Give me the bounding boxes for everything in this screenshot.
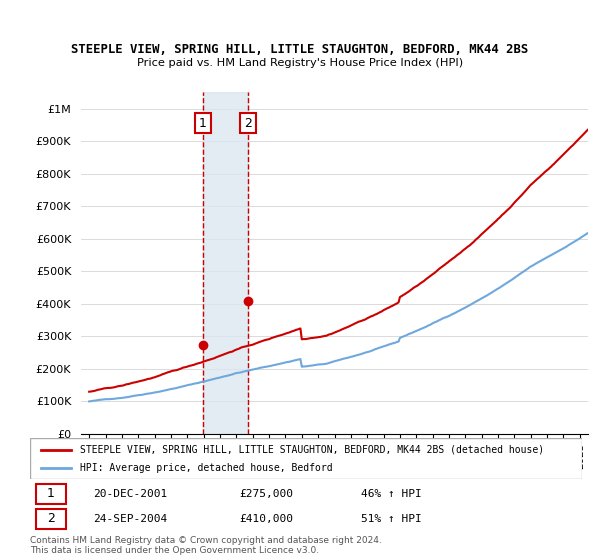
Text: 51% ↑ HPI: 51% ↑ HPI [361,514,422,524]
Text: 46% ↑ HPI: 46% ↑ HPI [361,489,422,499]
Text: 24-SEP-2004: 24-SEP-2004 [94,514,168,524]
Text: 1: 1 [199,116,207,130]
Text: HPI: Average price, detached house, Bedford: HPI: Average price, detached house, Bedf… [80,463,332,473]
Text: Contains HM Land Registry data © Crown copyright and database right 2024.: Contains HM Land Registry data © Crown c… [30,536,382,545]
Text: 20-DEC-2001: 20-DEC-2001 [94,489,168,499]
Text: £410,000: £410,000 [240,514,294,524]
Text: 2: 2 [47,512,55,525]
Text: Price paid vs. HM Land Registry's House Price Index (HPI): Price paid vs. HM Land Registry's House … [137,58,463,68]
Text: 1: 1 [47,487,55,500]
Text: This data is licensed under the Open Government Licence v3.0.: This data is licensed under the Open Gov… [30,547,319,556]
Text: 2: 2 [244,116,252,130]
Text: £275,000: £275,000 [240,489,294,499]
Text: STEEPLE VIEW, SPRING HILL, LITTLE STAUGHTON, BEDFORD, MK44 2BS (detached house): STEEPLE VIEW, SPRING HILL, LITTLE STAUGH… [80,445,544,455]
FancyBboxPatch shape [35,508,66,529]
Text: STEEPLE VIEW, SPRING HILL, LITTLE STAUGHTON, BEDFORD, MK44 2BS: STEEPLE VIEW, SPRING HILL, LITTLE STAUGH… [71,43,529,56]
Bar [203,92,248,434]
FancyBboxPatch shape [35,484,66,504]
FancyBboxPatch shape [30,438,582,479]
